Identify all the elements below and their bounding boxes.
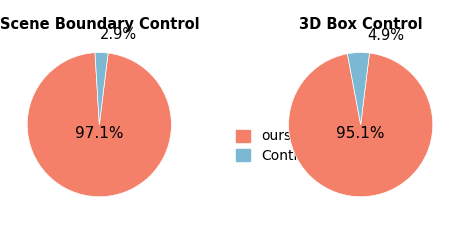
Text: 95.1%: 95.1% [336, 126, 384, 141]
Wedge shape [95, 53, 108, 125]
Title: Scene Boundary Control: Scene Boundary Control [0, 17, 199, 32]
Legend: ours, ControlNet: ours, ControlNet [235, 129, 335, 163]
Text: 97.1%: 97.1% [75, 126, 123, 141]
Title: 3D Box Control: 3D Box Control [298, 17, 421, 32]
Wedge shape [347, 53, 369, 125]
Text: 4.9%: 4.9% [367, 28, 403, 43]
Text: 2.9%: 2.9% [100, 27, 137, 42]
Wedge shape [27, 53, 171, 197]
Wedge shape [288, 53, 432, 197]
